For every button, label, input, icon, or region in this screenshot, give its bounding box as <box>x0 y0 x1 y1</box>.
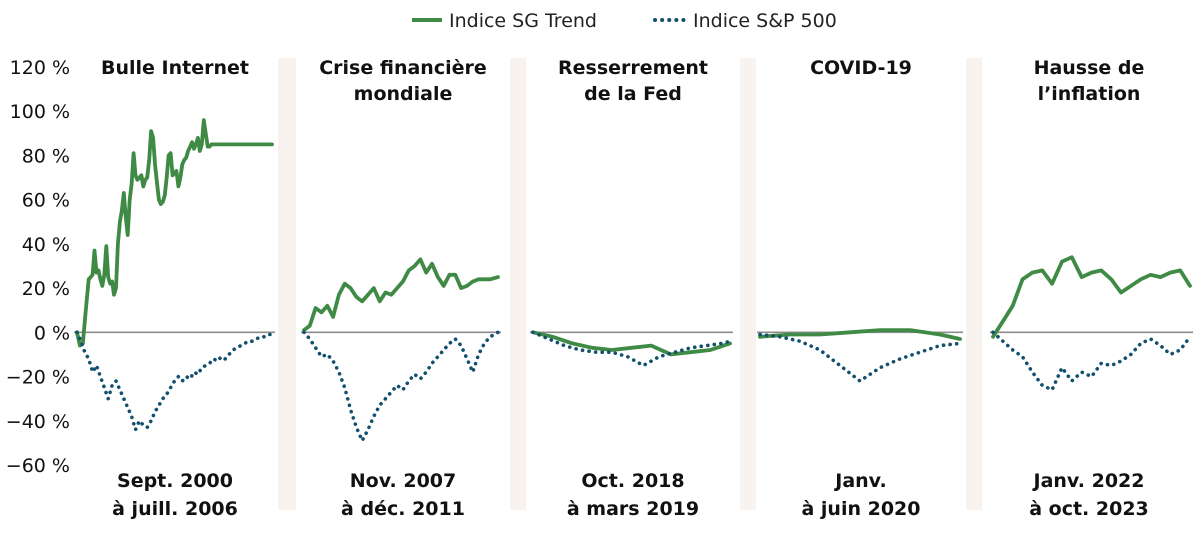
panel-period: à oct. 2023 <box>1029 498 1149 520</box>
panel-period: Nov. 2007 <box>350 470 457 492</box>
panel-separator <box>510 58 526 510</box>
panel-period: à juill. 2006 <box>112 498 238 520</box>
panel-period: Sept. 2000 <box>117 470 233 492</box>
y-tick-label: 80 % <box>22 145 70 167</box>
panel-period: à déc. 2011 <box>341 498 465 520</box>
sp500-series-line <box>991 330 1192 392</box>
legend-label: Indice S&P 500 <box>693 10 837 32</box>
sg-trend-series-line <box>991 255 1192 339</box>
y-tick-label: 120 % <box>10 57 70 79</box>
sg-trend-series-line <box>531 330 732 357</box>
y-tick-label: 20 % <box>22 278 70 300</box>
sg-trend-series-line <box>302 257 500 333</box>
sg-trend-series-line <box>75 118 274 348</box>
panel-title: COVID-19 <box>810 57 912 79</box>
legend-label: Indice SG Trend <box>449 10 597 32</box>
panel-separator <box>966 58 982 510</box>
panel-title: de la Fed <box>584 83 682 105</box>
y-tick-label: −20 % <box>6 367 70 389</box>
y-tick-label: 40 % <box>22 234 70 256</box>
sp500-series-line <box>758 332 962 383</box>
panel-title: Hausse de <box>1034 57 1145 79</box>
panel-period: Janv. 2022 <box>1032 470 1145 492</box>
sp500-series-line <box>75 330 274 432</box>
panel-separator <box>278 58 296 510</box>
panel-separator <box>740 58 756 510</box>
panel-title: l’inflation <box>1038 83 1141 105</box>
y-tick-label: 60 % <box>22 190 70 212</box>
panel-period: Oct. 2018 <box>581 470 684 492</box>
panel-period: à juin 2020 <box>801 498 920 520</box>
sp500-series-line <box>302 330 500 443</box>
sg-trend-series-line <box>758 328 962 341</box>
panel-title: Bulle Internet <box>101 57 249 79</box>
panel-title: Resserrement <box>558 57 708 79</box>
panel-period: Janv. <box>833 470 886 492</box>
panel-title: Crise financière <box>319 57 487 79</box>
y-tick-label: 100 % <box>10 101 70 123</box>
panel-title: mondiale <box>354 83 453 105</box>
y-tick-label: 0 % <box>34 322 70 344</box>
y-tick-label: −40 % <box>6 411 70 433</box>
panel-period: à mars 2019 <box>567 498 699 520</box>
y-tick-label: −60 % <box>6 455 70 477</box>
